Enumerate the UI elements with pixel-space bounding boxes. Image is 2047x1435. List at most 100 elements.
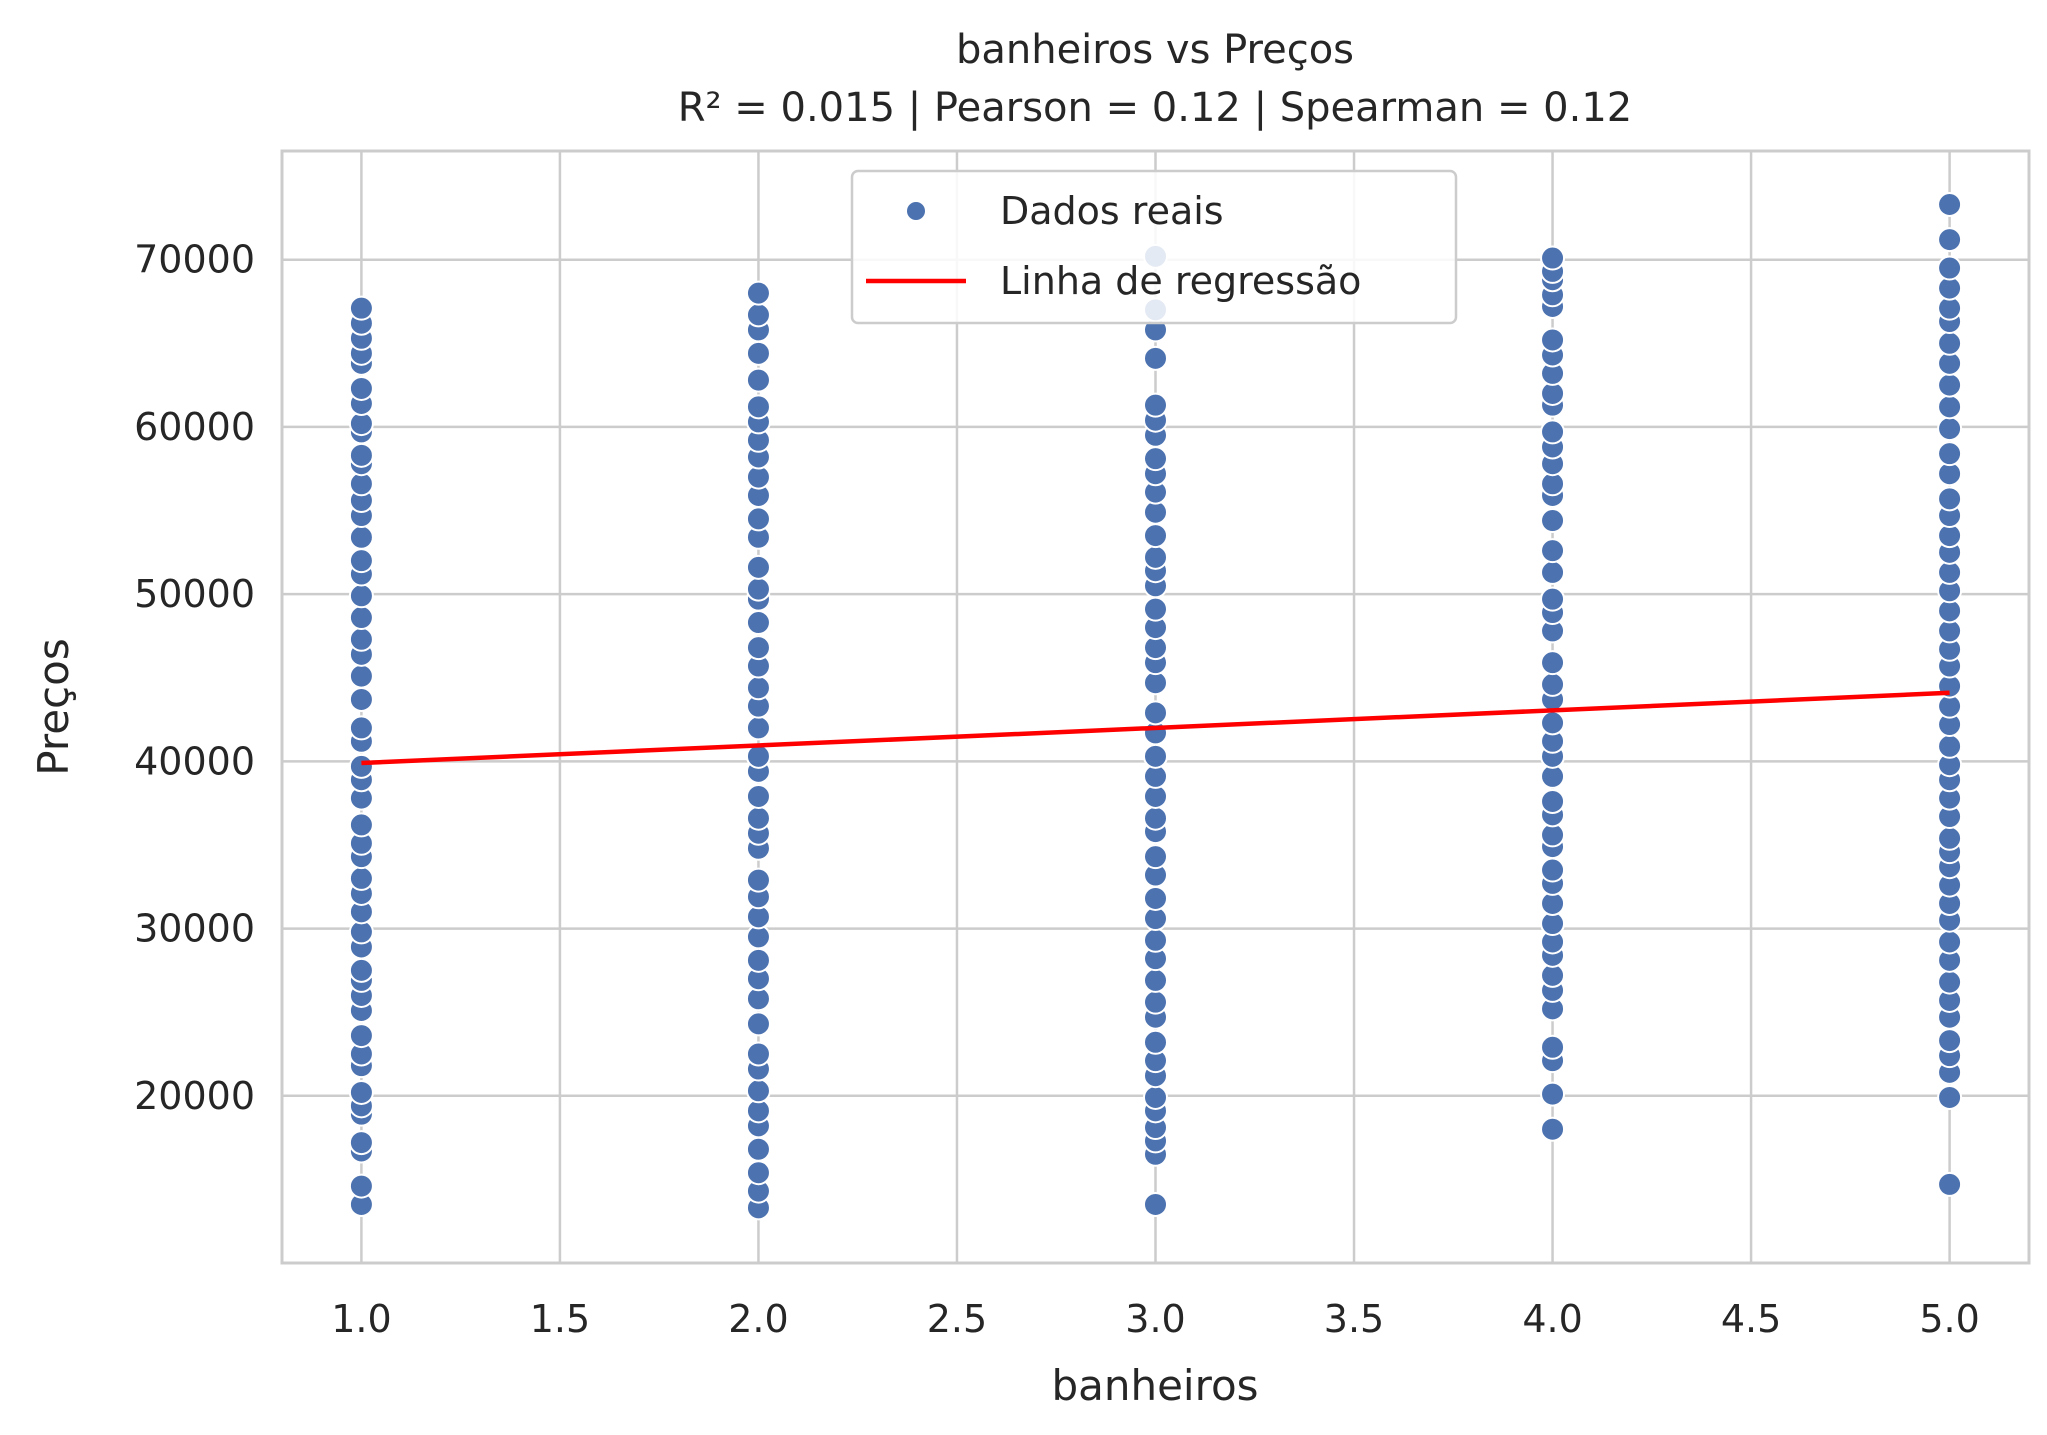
regression-line xyxy=(361,690,1950,766)
scatter-point xyxy=(1143,523,1168,549)
chart-subtitle: R² = 0.015 | Pearson = 0.12 | Spearman =… xyxy=(678,85,1633,131)
scatter-point xyxy=(745,554,771,580)
scatter-point xyxy=(745,743,771,769)
scatter-point xyxy=(1937,394,1963,420)
scatter-point xyxy=(348,686,374,712)
plot-frame xyxy=(280,149,2031,1265)
scatter-point xyxy=(1143,805,1168,831)
scatter-point xyxy=(1937,330,1963,356)
scatter-point xyxy=(745,947,771,973)
scatter-point xyxy=(1540,419,1566,445)
x-tick-label: 2.5 xyxy=(927,1297,987,1341)
scatter-point xyxy=(1143,989,1168,1015)
scatter-point xyxy=(745,610,771,636)
legend-label-regressao: Linha de regressão xyxy=(1000,259,1361,303)
scatter-point xyxy=(1540,788,1566,814)
scatter-point xyxy=(348,583,374,609)
scatter-point xyxy=(745,1011,771,1037)
scatter-point xyxy=(745,867,771,893)
scatter-point xyxy=(1143,885,1168,911)
scatter-point xyxy=(1143,1191,1168,1217)
scatter-point xyxy=(745,302,771,328)
scatter-point xyxy=(1540,671,1566,697)
scatter-point xyxy=(1937,227,1963,253)
y-axis-label: Preços xyxy=(29,638,78,775)
y-tick-label: 30000 xyxy=(134,907,255,951)
scatter-point xyxy=(745,1136,771,1162)
scatter-point xyxy=(1143,743,1168,769)
scatter-point xyxy=(348,1023,374,1049)
scatter-point xyxy=(1937,441,1963,467)
x-tick-label: 3.0 xyxy=(1125,1297,1185,1341)
scatter-point xyxy=(1937,1171,1963,1197)
legend-marker-dados-reais xyxy=(905,200,927,222)
scatter-point xyxy=(1937,1084,1963,1110)
legend: Dados reais Linha de regressão xyxy=(850,169,1458,325)
scatter-point xyxy=(348,865,374,891)
scatter-point xyxy=(1143,927,1168,953)
scatter-point xyxy=(348,957,374,983)
scatter-point xyxy=(1540,538,1566,564)
scatter-point xyxy=(1143,1084,1168,1110)
scatter-point xyxy=(1540,245,1566,271)
scatter-point xyxy=(348,442,374,468)
scatter-point xyxy=(1143,596,1168,622)
scatter-point xyxy=(1143,345,1168,371)
scatter-point xyxy=(745,715,771,741)
scatter-point xyxy=(348,626,374,652)
scatter-point xyxy=(1143,1029,1168,1055)
scatter-point xyxy=(348,375,374,401)
scatter-point xyxy=(745,1078,771,1104)
scatter-point xyxy=(1937,825,1963,851)
scatter-point xyxy=(745,367,771,393)
scatter-point xyxy=(745,675,771,701)
scatter-point xyxy=(348,1173,374,1199)
scatter-point xyxy=(1937,416,1963,442)
x-tick-label: 4.5 xyxy=(1721,1297,1781,1341)
x-tick-label: 1.5 xyxy=(530,1297,590,1341)
x-axis-label: banheiros xyxy=(1051,1361,1258,1410)
scatter-point xyxy=(348,605,374,631)
chart-title: banheiros vs Preços xyxy=(956,27,1354,73)
legend-label-dados-reais: Dados reais xyxy=(1000,189,1224,233)
x-tick-label: 5.0 xyxy=(1919,1297,1979,1341)
scatter-point xyxy=(1143,392,1168,418)
scatter-point xyxy=(745,1041,771,1067)
x-tick-label: 3.5 xyxy=(1324,1297,1384,1341)
scatter-point xyxy=(745,576,771,602)
scatter-point xyxy=(348,753,374,779)
scatter-point xyxy=(1937,733,1963,759)
scatter-point xyxy=(1540,327,1566,353)
scatter-point xyxy=(745,394,771,420)
scatter-point xyxy=(1937,969,1963,995)
scatter-point xyxy=(1143,446,1168,472)
regression-line-group xyxy=(361,690,1950,766)
scatter-points xyxy=(348,192,1963,1221)
scatter-point xyxy=(1937,255,1963,281)
scatter-point xyxy=(1937,486,1963,512)
y-tick-label: 40000 xyxy=(134,739,255,783)
scatter-point xyxy=(1540,1116,1566,1142)
scatter-point xyxy=(745,340,771,366)
scatter-point xyxy=(745,635,771,661)
scatter-point xyxy=(1937,929,1963,955)
y-tick-label: 70000 xyxy=(134,238,255,282)
scatter-point xyxy=(348,548,374,574)
scatter-point xyxy=(1540,508,1566,534)
scatter-point xyxy=(745,280,771,306)
scatter-point xyxy=(1540,559,1566,585)
scatter-point xyxy=(348,715,374,741)
y-tick-label: 60000 xyxy=(134,405,255,449)
scatter-point xyxy=(745,506,771,532)
scatter-point xyxy=(745,783,771,809)
scatter-point xyxy=(745,1160,771,1186)
scatter-point xyxy=(1540,586,1566,612)
x-tick-label: 4.0 xyxy=(1522,1297,1582,1341)
scatter-point xyxy=(1143,844,1168,870)
x-tick-label: 1.0 xyxy=(331,1297,391,1341)
scatter-point xyxy=(1540,857,1566,883)
scatter-point xyxy=(348,1079,374,1105)
scatter-point xyxy=(1540,650,1566,676)
scatter-point xyxy=(348,1130,374,1156)
scatter-point xyxy=(348,295,374,321)
